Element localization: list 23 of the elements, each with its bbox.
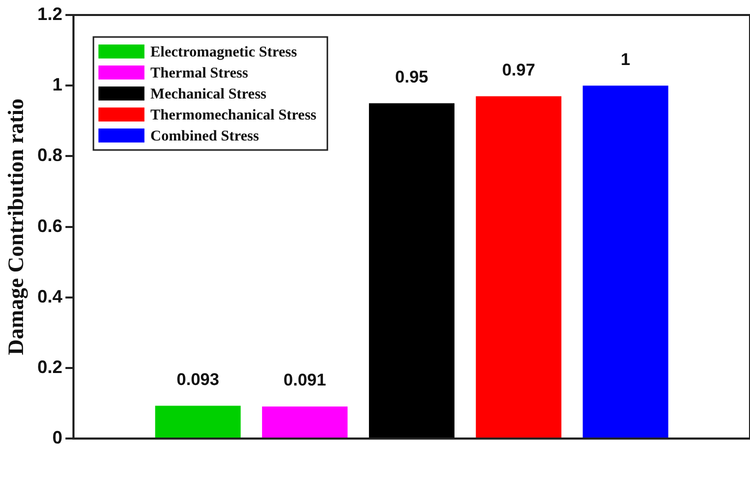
bar — [368, 103, 454, 438]
data-label: 1 — [620, 50, 630, 69]
y-axis-title: Damage Contribution ratio — [2, 98, 28, 356]
y-tick-label: 0.8 — [37, 145, 62, 166]
legend-label: Electromagnetic Stress — [150, 44, 298, 60]
y-tick-label: 0.6 — [37, 216, 62, 236]
y-tick-label: 0.4 — [37, 286, 62, 306]
y-tick-label: 1.2 — [37, 4, 62, 24]
bar — [262, 406, 348, 438]
legend-label: Thermomechanical Stress — [150, 107, 317, 124]
y-tick-label: 0.2 — [37, 356, 62, 377]
y-tick-label: 0 — [52, 428, 62, 448]
legend-label: Combined Stress — [150, 128, 260, 144]
bar — [155, 406, 241, 438]
bar — [476, 96, 562, 438]
data-label: 0.093 — [176, 370, 220, 389]
data-label: 0.97 — [502, 60, 536, 80]
legend-label: Mechanical Stress — [150, 86, 267, 102]
y-tick-label: 1 — [52, 74, 62, 95]
legend-label: Thermal Stress — [150, 65, 248, 82]
data-label: 0.091 — [284, 370, 326, 390]
data-label: 0.95 — [395, 67, 428, 86]
bar — [582, 86, 668, 438]
